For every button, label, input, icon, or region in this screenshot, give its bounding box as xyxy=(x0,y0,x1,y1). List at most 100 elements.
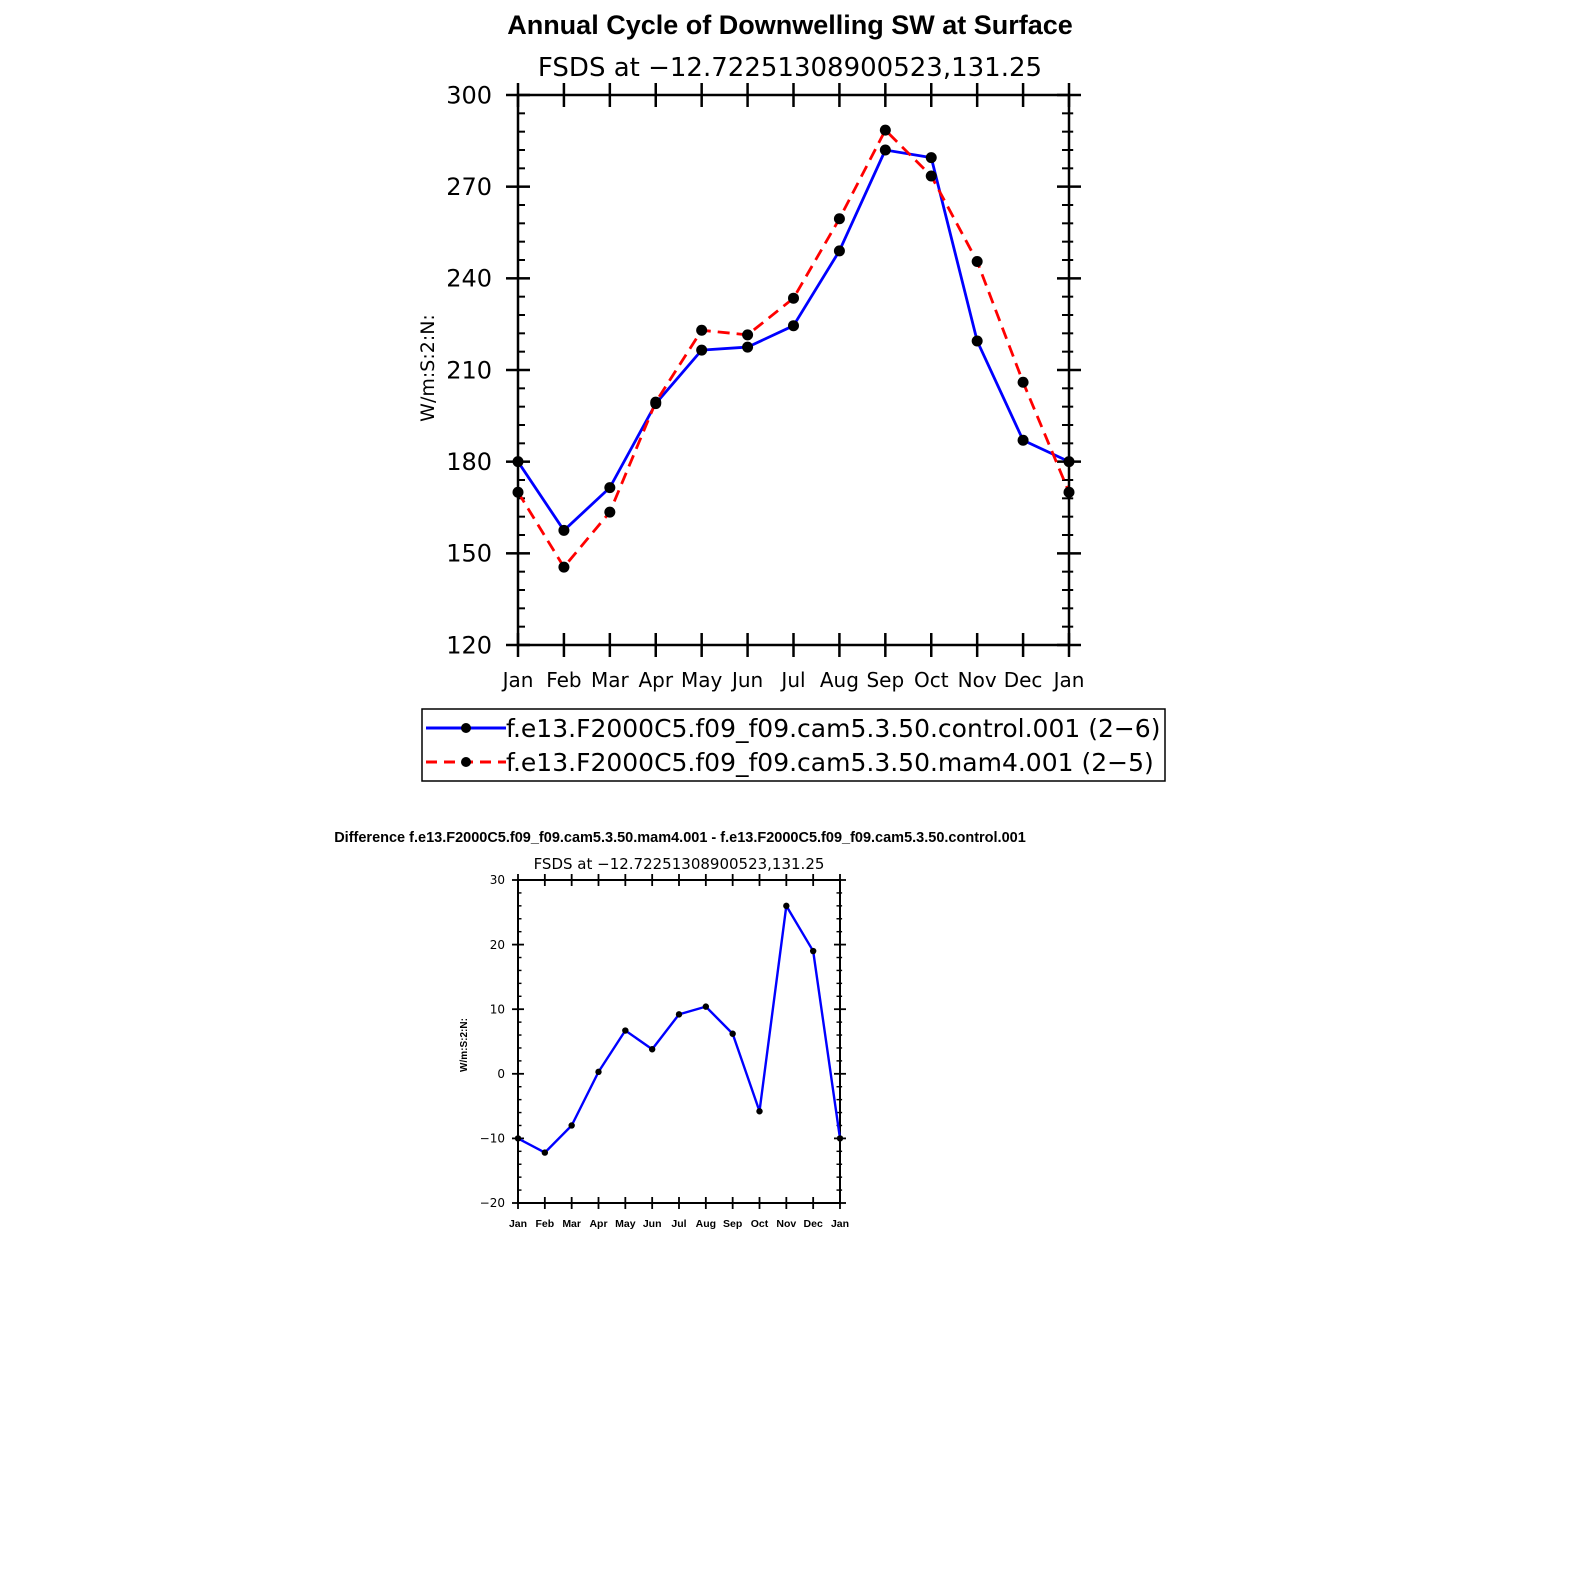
series-1-point xyxy=(648,1046,656,1053)
series-1-point xyxy=(702,1003,710,1010)
series-1-point xyxy=(1063,456,1075,468)
series-2-point xyxy=(879,124,891,136)
series-2-point xyxy=(1017,376,1029,388)
x-tick-label: Oct xyxy=(751,1218,769,1230)
x-tick-label: Sep xyxy=(723,1218,742,1230)
series-1-point xyxy=(783,902,790,910)
x-tick-label: Jul xyxy=(779,668,805,692)
series-2-point xyxy=(1063,486,1075,498)
series-1-point xyxy=(558,524,570,536)
series-2-point xyxy=(512,486,524,498)
series-1-point xyxy=(788,320,799,332)
x-tick-label: Jan xyxy=(509,1218,527,1230)
annual-cycle-chart: Annual Cycle of Downwelling SW at Surfac… xyxy=(417,10,1166,782)
series-1-point xyxy=(833,245,845,257)
y-tick-label: 10 xyxy=(490,1002,505,1016)
chart2-subtitle: FSDS at −12.72251308900523,131.25 xyxy=(534,855,825,873)
difference-chart: Difference f.e13.F2000C5.f09_f09.cam5.3.… xyxy=(334,830,1026,1230)
chart1-ylabel: W/m:S:2:N: xyxy=(417,314,439,422)
y-tick-label: 240 xyxy=(446,265,492,293)
series-1-point xyxy=(809,947,817,955)
x-tick-label: Jun xyxy=(730,668,763,692)
legend-marker-mam4 xyxy=(461,757,471,767)
x-tick-label: Jan xyxy=(1052,668,1085,692)
series-2-point xyxy=(558,561,570,573)
series-2-point xyxy=(604,506,616,518)
legend-label-control: f.e13.F2000C5.f09_f09.cam5.3.50.control.… xyxy=(506,714,1160,743)
series-1-point xyxy=(971,335,983,347)
x-tick-label: Feb xyxy=(535,1218,554,1230)
series-line-2 xyxy=(516,128,1071,569)
y-tick-label: 0 xyxy=(497,1067,505,1081)
x-tick-label: Feb xyxy=(546,668,581,692)
series-1-point xyxy=(925,152,937,164)
y-tick-label: 180 xyxy=(446,448,492,476)
series-1-point xyxy=(675,1011,683,1018)
x-tick-label: Nov xyxy=(958,668,997,692)
y-tick-label: 20 xyxy=(490,938,505,952)
x-tick-label: Aug xyxy=(820,668,859,692)
series-2-point xyxy=(742,329,754,341)
chart1-legend: f.e13.F2000C5.f09_f09.cam5.3.50.control.… xyxy=(421,708,1166,782)
series-1-point xyxy=(1017,434,1029,446)
series-1-point xyxy=(541,1149,549,1156)
x-tick-label: Oct xyxy=(914,668,949,692)
x-tick-label: Jun xyxy=(643,1218,662,1230)
chart2-title: Difference f.e13.F2000C5.f09_f09.cam5.3.… xyxy=(334,830,1026,846)
legend-label-mam4: f.e13.F2000C5.f09_f09.cam5.3.50.mam4.001… xyxy=(506,748,1154,777)
chart2-ylabel: W/m:S:2:N: xyxy=(459,1018,470,1072)
chart1-series xyxy=(512,124,1075,573)
legend-box xyxy=(421,708,1166,782)
legend-marker-control xyxy=(461,723,471,733)
y-tick-label: 210 xyxy=(446,356,492,384)
series-1-point xyxy=(729,1030,736,1037)
series-line-1 xyxy=(517,904,842,1154)
series-1-point xyxy=(568,1122,575,1129)
chart2-ticks: −20 −10 0 10 20 30 Jan Feb Mar Apr May Jun Jul Aug Sep… xyxy=(480,873,849,1230)
x-tick-label: Nov xyxy=(776,1218,796,1230)
x-tick-label: Dec xyxy=(1004,668,1043,692)
x-tick-label: Jan xyxy=(831,1218,849,1230)
y-tick-label: 120 xyxy=(446,631,492,659)
series-2-point xyxy=(696,324,708,336)
series-1-point xyxy=(514,1135,522,1142)
x-tick-label: Dec xyxy=(804,1218,823,1230)
x-tick-label: Jul xyxy=(671,1218,686,1230)
series-1-point xyxy=(836,1135,844,1142)
x-tick-label: Aug xyxy=(696,1218,716,1230)
y-tick-label: −20 xyxy=(480,1196,505,1210)
x-tick-label: Sep xyxy=(866,668,904,692)
x-tick-label: May xyxy=(681,668,723,692)
series-2-point xyxy=(833,213,845,225)
series-1-point xyxy=(512,456,524,468)
x-tick-label: May xyxy=(615,1218,636,1230)
series-2-point xyxy=(788,292,799,304)
y-tick-label: −10 xyxy=(480,1132,505,1146)
series-2-point xyxy=(650,396,662,408)
y-tick-label: 270 xyxy=(446,173,492,201)
chart2-plot-frame xyxy=(517,879,841,1204)
series-1-point xyxy=(756,1108,763,1115)
y-tick-label: 150 xyxy=(446,540,492,568)
series-2-point xyxy=(971,256,983,268)
x-tick-label: Mar xyxy=(562,1218,581,1230)
series-1-point xyxy=(742,341,754,353)
chart2-series xyxy=(514,902,844,1156)
x-tick-label: Apr xyxy=(589,1218,607,1230)
chart1-subtitle: FSDS at −12.72251308900523,131.25 xyxy=(538,53,1042,83)
series-1-point xyxy=(879,144,891,156)
series-1-point xyxy=(622,1027,629,1034)
x-tick-label: Jan xyxy=(501,668,534,692)
series-1-point xyxy=(595,1068,602,1076)
x-tick-label: Mar xyxy=(591,668,630,692)
y-tick-label: 300 xyxy=(446,81,492,109)
chart1-plot-frame xyxy=(516,93,1071,647)
chart1-title: Annual Cycle of Downwelling SW at Surfac… xyxy=(507,10,1073,40)
y-tick-label: 30 xyxy=(490,873,505,887)
series-1-point xyxy=(604,482,616,494)
chart1-ticks: 120 150 180 210 240 270 300 Jan Feb Mar Apr May Jun J… xyxy=(446,81,1084,692)
series-2-point xyxy=(925,170,937,182)
series-line-1 xyxy=(516,148,1070,532)
series-1-point xyxy=(696,344,708,356)
